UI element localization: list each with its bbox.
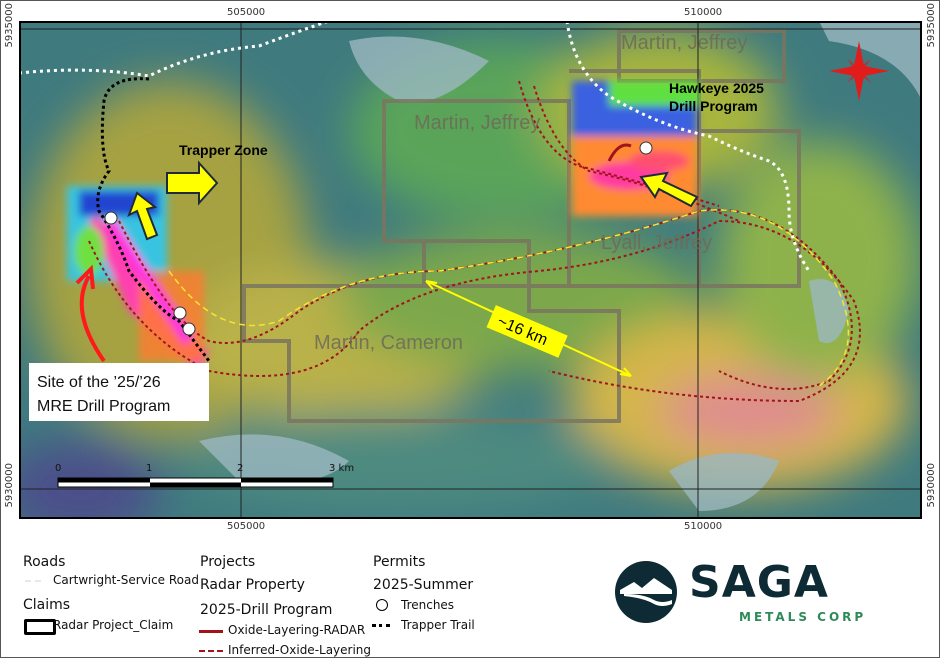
trench-marker[interactable]: [182, 322, 196, 336]
trail-dotted-icon: [372, 624, 390, 627]
arrow-right-icon: [166, 160, 219, 206]
survey-grid-hawkeye: [572, 81, 699, 216]
site-callout: Site of the ’25/’26 MRE Drill Program: [29, 363, 209, 421]
claim-outlines[interactable]: [242, 29, 801, 423]
hawkeye-label-line1: Hawkeye 2025: [669, 80, 764, 96]
legend-projects-subtitle: Radar Property: [200, 577, 305, 593]
claim-owner-label: Martin, Jeffrey: [621, 32, 747, 54]
claim-owner-label: Martin, Jeffrey: [414, 112, 540, 134]
scale-bar: 0 1 2 3 km: [55, 463, 354, 488]
trapper-trail[interactable]: [96, 77, 211, 362]
map-frame: [19, 21, 922, 519]
inferred-oxide-line-icon: [199, 650, 223, 652]
legend-roads-title: Roads: [23, 554, 66, 570]
map-canvas[interactable]: Martin, Jeffrey Martin, Jeffrey Martin, …: [19, 21, 922, 519]
claim-symbol-icon: [24, 619, 56, 635]
scale-tick-3: 3 km: [329, 463, 354, 474]
compass-star-icon: [829, 41, 889, 101]
trench-circle-icon: [376, 599, 388, 611]
y-tick-5930000-right: 5930000: [926, 463, 937, 508]
road-symbol-icon: [25, 580, 41, 582]
trench-marker[interactable]: [173, 306, 187, 320]
legend-trail-item: Trapper Trail: [401, 618, 475, 632]
y-tick-5930000-left: 5930000: [4, 463, 15, 508]
x-tick-510000-bottom: 510000: [684, 521, 723, 532]
x-tick-505000-top: 505000: [227, 7, 266, 18]
legend-projects-title: Projects: [200, 554, 256, 570]
saga-logo-mark-icon: [615, 561, 677, 623]
legend-oxide-item: Oxide-Layering-RADAR: [228, 623, 366, 637]
y-tick-5935000-right: 5935000: [926, 3, 937, 48]
scale-tick-0: 0: [55, 463, 61, 474]
legend-claim-item: Radar Project_Claim: [53, 618, 174, 632]
scale-tick-1: 1: [146, 463, 152, 474]
arrow-hawkeye-icon: [639, 171, 699, 208]
site-arrow-head-icon: [75, 264, 95, 290]
scale-tick-2: 2: [237, 463, 243, 474]
oxide-layering-radar: [607, 143, 632, 162]
legend-road-item: Cartwright-Service Road: [53, 573, 199, 587]
claim-owner-label: Martin, Cameron: [314, 332, 463, 354]
site-label-line2: MRE Drill Program: [37, 398, 170, 415]
legend-trenches-item: Trenches: [401, 598, 455, 612]
logo-sub: METALS CORP: [739, 610, 867, 624]
site-label-line1: Site of the ’25/’26: [37, 374, 161, 391]
y-tick-5935000-left: 5935000: [4, 3, 15, 48]
legend-projects-group: 2025-Drill Program: [200, 602, 333, 618]
trenches[interactable]: [104, 141, 653, 336]
logo-name: SAGA: [689, 557, 829, 608]
trench-marker[interactable]: [639, 141, 653, 155]
lakes: [199, 21, 922, 511]
yellow-arrows: [127, 160, 699, 241]
legend-claims-title: Claims: [23, 597, 71, 613]
trapper-zone-label: Trapper Zone: [179, 142, 268, 158]
x-tick-510000-top: 510000: [684, 7, 723, 18]
claim-owner-labels: Martin, Jeffrey Martin, Jeffrey Martin, …: [314, 32, 747, 354]
legend-permits-group: 2025-Summer: [373, 577, 474, 593]
inferred-oxide-layering: [88, 80, 861, 403]
oxide-line-icon: [199, 630, 223, 633]
legend-inferred-item: Inferred-Oxide-Layering: [228, 643, 372, 657]
corridor-line: [168, 209, 850, 387]
trench-marker[interactable]: [104, 211, 118, 225]
hawkeye-label-line2: Drill Program: [669, 98, 758, 114]
x-tick-505000-bottom: 505000: [227, 521, 266, 532]
site-arrow-curve: [79, 275, 106, 363]
arrow-up-icon: [127, 191, 159, 241]
legend-permits-title: Permits: [373, 554, 426, 570]
claim-owner-label: Lyall, Jeffrey: [601, 232, 712, 254]
